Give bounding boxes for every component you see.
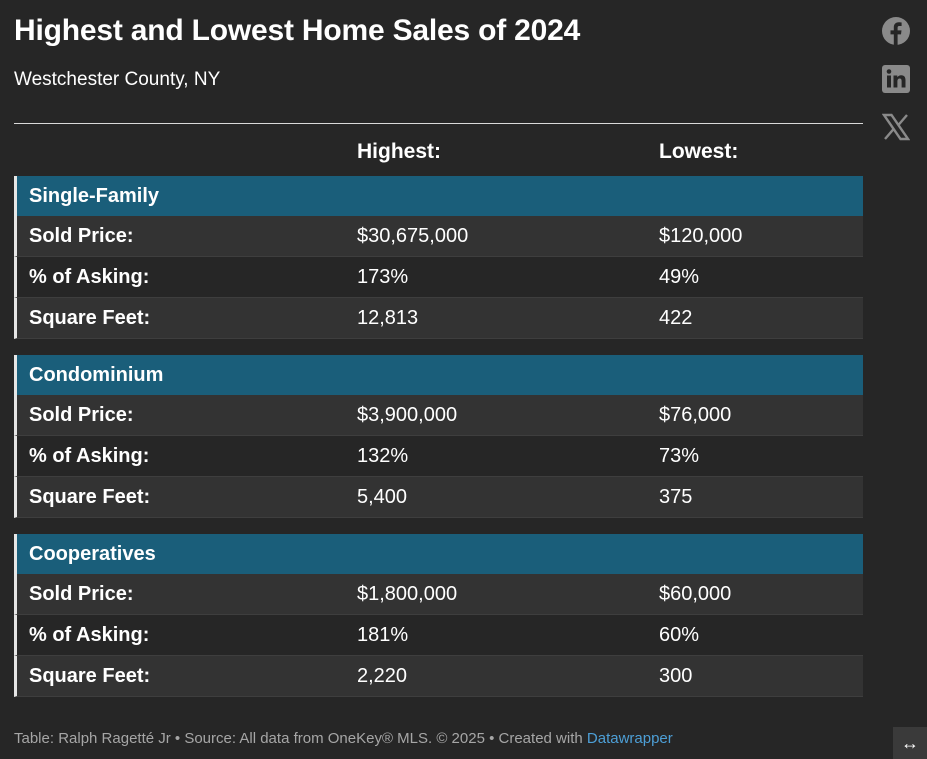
lowest-value: 49% (659, 266, 700, 288)
table-row: % of Asking: 181% 60% (14, 615, 863, 656)
lowest-value: 422 (659, 307, 693, 329)
row-label: Square Feet: (29, 307, 151, 329)
column-header-lowest: Lowest: (659, 140, 739, 163)
highest-value: 132% (357, 445, 409, 467)
highest-value: $3,900,000 (357, 404, 458, 426)
lowest-value: 375 (659, 486, 693, 508)
table-group-cooperatives: Cooperatives Sold Price: $1,800,000 $60,… (14, 534, 863, 697)
lowest-value: 73% (659, 445, 700, 467)
row-label: Sold Price: (29, 583, 134, 605)
highest-value: 173% (357, 266, 409, 288)
facebook-icon[interactable] (882, 17, 910, 45)
table-row: % of Asking: 173% 49% (14, 257, 863, 298)
column-header-highest: Highest: (357, 140, 441, 163)
table-group-condominium: Condominium Sold Price: $3,900,000 $76,0… (14, 355, 863, 518)
linkedin-icon[interactable] (882, 65, 910, 93)
row-label: Sold Price: (29, 404, 134, 426)
footer-credits: Table: Ralph Ragetté Jr • Source: All da… (14, 730, 673, 747)
group-header: Cooperatives (14, 534, 863, 574)
table-row: Sold Price: $3,900,000 $76,000 (14, 395, 863, 436)
row-label: Sold Price: (29, 225, 134, 247)
sales-table: Single-Family Sold Price: $30,675,000 $1… (14, 176, 863, 697)
lowest-value: 60% (659, 624, 700, 646)
table-row: Sold Price: $1,800,000 $60,000 (14, 574, 863, 615)
highest-value: $1,800,000 (357, 583, 458, 605)
highest-value: 2,220 (357, 665, 408, 687)
table-row: % of Asking: 132% 73% (14, 436, 863, 477)
highest-value: 181% (357, 624, 409, 646)
lowest-value: $60,000 (659, 583, 732, 605)
row-label: Square Feet: (29, 665, 151, 687)
row-label: % of Asking: (29, 445, 150, 467)
lowest-value: 300 (659, 665, 693, 687)
x-icon[interactable] (881, 113, 911, 141)
highest-value: $30,675,000 (357, 225, 469, 247)
group-title: Cooperatives (29, 543, 156, 565)
table-row: Sold Price: $30,675,000 $120,000 (14, 216, 863, 257)
lowest-value: $76,000 (659, 404, 732, 426)
group-header: Single-Family (14, 176, 863, 216)
page-subtitle: Westchester County, NY (14, 69, 221, 90)
expand-icon[interactable]: ↔ (893, 727, 927, 759)
table-row: Square Feet: 12,813 422 (14, 298, 863, 339)
table-row: Square Feet: 2,220 300 (14, 656, 863, 697)
group-header: Condominium (14, 355, 863, 395)
table-row: Square Feet: 5,400 375 (14, 477, 863, 518)
title-divider (14, 123, 863, 124)
row-label: % of Asking: (29, 266, 150, 288)
lowest-value: $120,000 (659, 225, 743, 247)
highest-value: 5,400 (357, 486, 408, 508)
footer-text: Table: Ralph Ragetté Jr • Source: All da… (14, 730, 587, 747)
highest-value: 12,813 (357, 307, 419, 329)
group-title: Single-Family (29, 185, 160, 207)
table-group-single-family: Single-Family Sold Price: $30,675,000 $1… (14, 176, 863, 339)
row-label: Square Feet: (29, 486, 151, 508)
group-title: Condominium (29, 364, 164, 386)
row-label: % of Asking: (29, 624, 150, 646)
datawrapper-link[interactable]: Datawrapper (586, 730, 673, 747)
page-title: Highest and Lowest Home Sales of 2024 (14, 14, 581, 47)
